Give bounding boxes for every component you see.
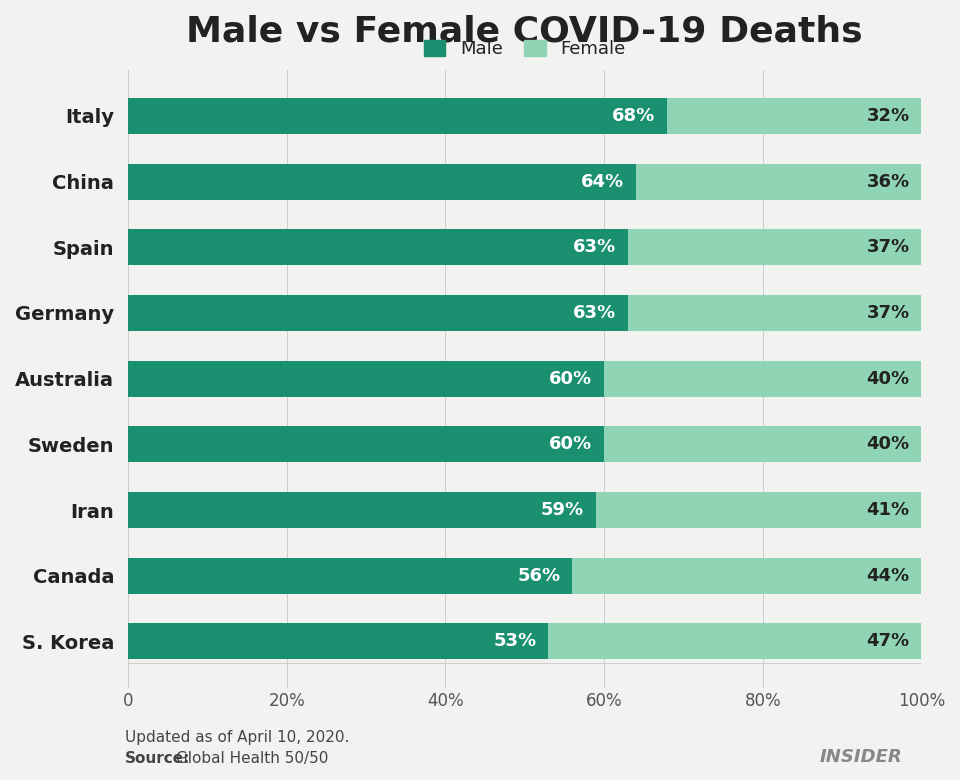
Text: 37%: 37% bbox=[866, 238, 909, 257]
Text: 37%: 37% bbox=[866, 304, 909, 322]
Text: 63%: 63% bbox=[573, 304, 616, 322]
Bar bbox=[128, 623, 548, 659]
Bar bbox=[604, 360, 922, 397]
Title: Male vs Female COVID-19 Deaths: Male vs Female COVID-19 Deaths bbox=[186, 15, 863, 49]
Text: 32%: 32% bbox=[866, 107, 909, 125]
Text: 53%: 53% bbox=[493, 633, 537, 651]
Text: 63%: 63% bbox=[573, 238, 616, 257]
Bar bbox=[128, 492, 596, 528]
Bar bbox=[596, 492, 922, 528]
Bar bbox=[128, 164, 636, 200]
Bar bbox=[667, 98, 922, 134]
Bar bbox=[628, 295, 922, 331]
Text: 36%: 36% bbox=[866, 172, 909, 190]
Text: Updated as of April 10, 2020.: Updated as of April 10, 2020. bbox=[125, 730, 349, 745]
Bar bbox=[128, 360, 604, 397]
Bar bbox=[128, 229, 628, 265]
Text: 56%: 56% bbox=[517, 567, 561, 585]
Bar bbox=[128, 427, 604, 463]
Bar bbox=[604, 427, 922, 463]
Bar bbox=[636, 164, 922, 200]
Text: 64%: 64% bbox=[581, 172, 624, 190]
Text: Global Health 50/50: Global Health 50/50 bbox=[171, 751, 328, 766]
Text: 60%: 60% bbox=[549, 370, 592, 388]
Bar bbox=[628, 229, 922, 265]
Legend: Male, Female: Male, Female bbox=[417, 33, 633, 66]
Bar bbox=[128, 558, 572, 594]
Text: 40%: 40% bbox=[866, 370, 909, 388]
Text: 44%: 44% bbox=[866, 567, 909, 585]
Text: 60%: 60% bbox=[549, 435, 592, 453]
Text: INSIDER: INSIDER bbox=[820, 748, 902, 766]
Bar bbox=[572, 558, 922, 594]
Text: 40%: 40% bbox=[866, 435, 909, 453]
Bar bbox=[548, 623, 922, 659]
Text: 47%: 47% bbox=[866, 633, 909, 651]
Bar bbox=[128, 98, 667, 134]
Text: 41%: 41% bbox=[866, 501, 909, 519]
Text: Source:: Source: bbox=[125, 751, 190, 766]
Text: 68%: 68% bbox=[612, 107, 656, 125]
Bar bbox=[128, 295, 628, 331]
Text: 59%: 59% bbox=[541, 501, 585, 519]
